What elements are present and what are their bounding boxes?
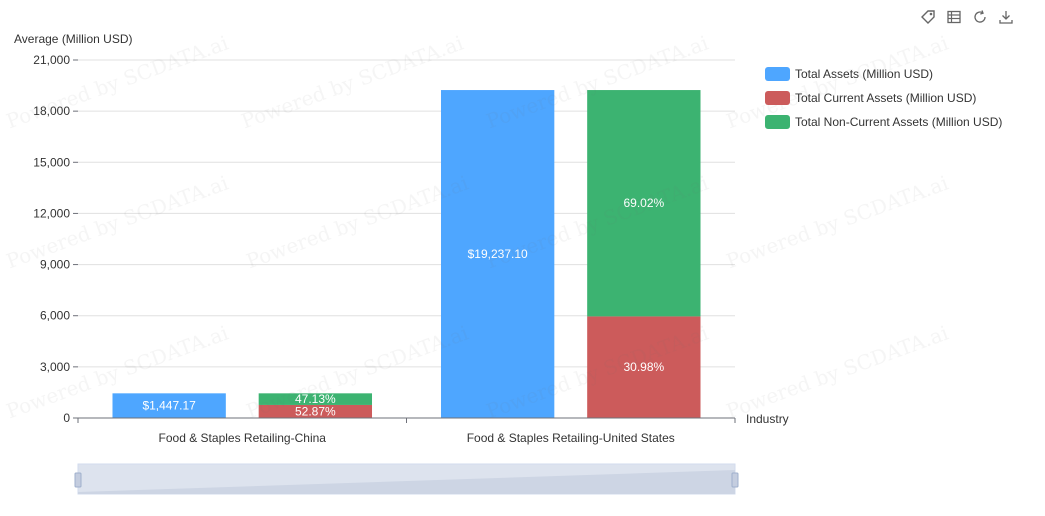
x-tick-label: Food & Staples Retailing-United States [467,431,675,445]
y-tick-label: 0 [63,411,70,425]
bar-series[interactable]: $1,447.17 52.87%47.13% $19,237.10 30.98% 69.… [112,90,701,418]
bar-data-label: 30.98% [623,360,664,374]
legend-item-total-current-assets[interactable]: Total Current Assets (Million USD) [765,86,1002,110]
tag-icon[interactable] [918,7,938,27]
y-tick-label: 21,000 [33,53,70,67]
data-zoom-handle-right[interactable] [731,472,739,488]
data-zoom-preview [78,470,735,494]
legend-item-total-non-current-assets[interactable]: Total Non-Current Assets (Million USD) [765,110,1002,134]
bar-data-label: 69.02% [623,196,664,210]
bar[interactable] [440,90,555,418]
legend-swatch [765,67,790,81]
bar-data-label: 52.87% [295,404,336,418]
bar-data-label: $1,447.17 [142,399,196,413]
chart-toolbar [918,6,1016,28]
data-zoom-slider[interactable] [74,463,739,495]
legend-label: Total Current Assets (Million USD) [795,91,977,105]
download-icon[interactable] [996,7,1016,27]
y-axis-title: Average (Million USD) [14,32,132,46]
legend-swatch [765,115,790,129]
x-axis-title: Industry [746,412,789,426]
data-zoom-handle-left[interactable] [74,472,82,488]
y-tick-label: 18,000 [33,104,70,118]
bar-data-label: $19,237.10 [468,247,528,261]
y-tick-label: 12,000 [33,206,70,220]
bar[interactable] [587,316,701,418]
legend-label: Total Assets (Million USD) [795,67,934,81]
y-axis-ticks: 0 3,000 6,000 9,000 12,000 15,000 18,000 21,000 [33,53,78,425]
y-tick-label: 6,000 [40,309,70,323]
bar[interactable] [258,404,373,418]
y-tick-label: 3,000 [40,360,70,374]
bar[interactable] [112,393,226,418]
legend-swatch [765,91,790,105]
y-tick-label: 15,000 [33,155,70,169]
data-view-icon[interactable] [944,7,964,27]
y-tick-label: 9,000 [40,258,70,272]
chart-legend: Total Assets (Million USD) Total Current… [765,62,1002,134]
restore-icon[interactable] [970,7,990,27]
bar[interactable] [258,393,373,405]
x-axis: Food & Staples Retailing-China Food & Sta… [77,417,736,445]
legend-label: Total Non-Current Assets (Million USD) [795,115,1003,129]
legend-item-total-assets[interactable]: Total Assets (Million USD) [765,62,1002,86]
x-tick-label: Food & Staples Retailing-China [159,431,327,445]
bar-data-label: 47.13% [295,392,336,406]
bar[interactable] [587,90,701,317]
